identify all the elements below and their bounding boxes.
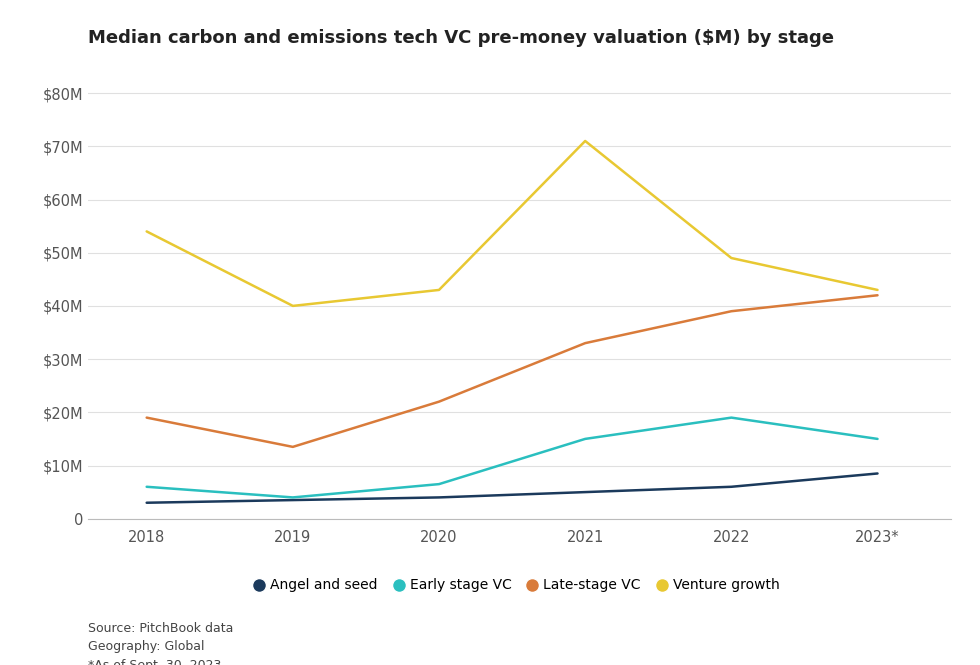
Early stage VC bbox=[287, 493, 299, 501]
Line: Late-stage VC: Late-stage VC bbox=[147, 295, 877, 447]
Angel and seed bbox=[433, 493, 445, 501]
Late-stage VC bbox=[725, 307, 737, 315]
Text: Source: PitchBook data: Source: PitchBook data bbox=[88, 622, 233, 635]
Legend: Angel and seed, Early stage VC, Late-stage VC, Venture growth: Angel and seed, Early stage VC, Late-sta… bbox=[259, 578, 780, 592]
Angel and seed bbox=[141, 499, 153, 507]
Late-stage VC bbox=[141, 414, 153, 422]
Angel and seed bbox=[725, 483, 737, 491]
Venture growth bbox=[579, 137, 591, 145]
Late-stage VC bbox=[871, 291, 883, 299]
Venture growth bbox=[725, 254, 737, 262]
Text: Geography: Global: Geography: Global bbox=[88, 640, 205, 654]
Late-stage VC bbox=[579, 339, 591, 347]
Line: Angel and seed: Angel and seed bbox=[147, 473, 877, 503]
Line: Venture growth: Venture growth bbox=[147, 141, 877, 306]
Text: *As of Sept. 30, 2023: *As of Sept. 30, 2023 bbox=[88, 659, 221, 665]
Angel and seed bbox=[287, 496, 299, 504]
Early stage VC bbox=[579, 435, 591, 443]
Text: Median carbon and emissions tech VC pre-money valuation ($M) by stage: Median carbon and emissions tech VC pre-… bbox=[88, 29, 834, 47]
Venture growth bbox=[871, 286, 883, 294]
Late-stage VC bbox=[433, 398, 445, 406]
Line: Early stage VC: Early stage VC bbox=[147, 418, 877, 497]
Early stage VC bbox=[725, 414, 737, 422]
Venture growth bbox=[287, 302, 299, 310]
Venture growth bbox=[433, 286, 445, 294]
Venture growth bbox=[141, 227, 153, 235]
Late-stage VC bbox=[287, 443, 299, 451]
Angel and seed bbox=[871, 469, 883, 477]
Early stage VC bbox=[871, 435, 883, 443]
Early stage VC bbox=[433, 480, 445, 488]
Angel and seed bbox=[579, 488, 591, 496]
Early stage VC bbox=[141, 483, 153, 491]
